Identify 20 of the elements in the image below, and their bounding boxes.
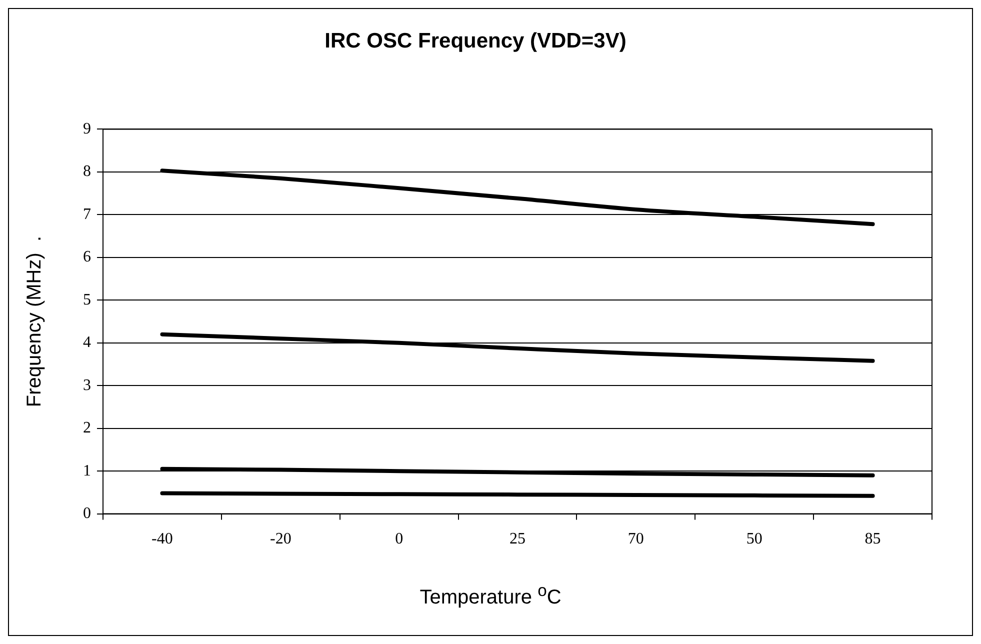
y-tick-label: 9 bbox=[83, 120, 91, 138]
x-tick-label: -40 bbox=[152, 530, 173, 548]
x-tick-label: 25 bbox=[510, 530, 526, 548]
x-axis-title: Temperature $^{o}$C bbox=[418, 581, 562, 610]
y-tick-label: 0 bbox=[83, 505, 91, 522]
y-tick-label: 1 bbox=[83, 462, 91, 480]
y-axis-title: Frequency (MHz) . bbox=[24, 236, 46, 408]
y-tick-label: 5 bbox=[83, 291, 91, 308]
x-tick-label: 70 bbox=[628, 530, 644, 548]
y-tick-label: 6 bbox=[83, 248, 91, 266]
y-tick-label: 2 bbox=[83, 420, 91, 437]
y-tick-label: 4 bbox=[83, 334, 91, 352]
x-tick-label: 0 bbox=[395, 530, 404, 548]
x-tick-label: 50 bbox=[746, 530, 762, 548]
x-tick-label: 85 bbox=[864, 530, 881, 548]
y-tick-label: 3 bbox=[83, 376, 91, 394]
chart-title: IRC OSC Frequency (VDD=3V) bbox=[324, 29, 626, 52]
y-tick-label: 7 bbox=[83, 206, 91, 223]
x-tick-label: -20 bbox=[270, 530, 292, 548]
y-tick-label: 8 bbox=[83, 163, 91, 180]
